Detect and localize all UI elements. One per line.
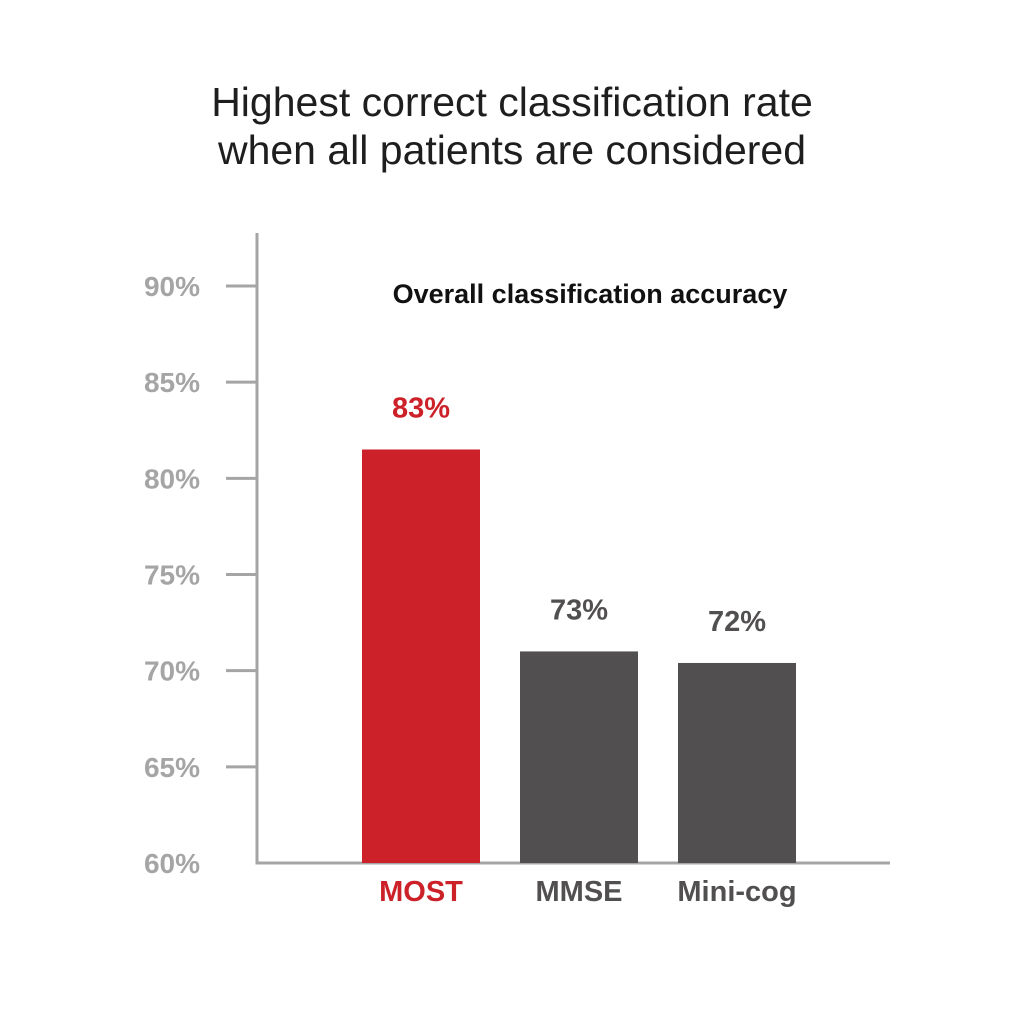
y-tick-label: 85% xyxy=(144,367,200,398)
y-tick-label: 70% xyxy=(144,656,200,687)
y-tick-label: 75% xyxy=(144,560,200,591)
y-tick-label: 80% xyxy=(144,463,200,494)
value-labels: 83% 73% 72% xyxy=(392,392,766,637)
value-label-mmse: 73% xyxy=(550,594,608,626)
chart-title: Highest correct classification rate when… xyxy=(0,78,1024,174)
bars xyxy=(362,449,796,863)
y-tick-label: 60% xyxy=(144,848,200,879)
chart-title-line-2: when all patients are considered xyxy=(217,127,807,173)
category-label-mmse: MMSE xyxy=(536,876,623,908)
category-label-mini-cog: Mini-cog xyxy=(677,876,796,908)
bar-most xyxy=(362,449,480,863)
chart-title-line-1: Highest correct classification rate xyxy=(211,79,813,125)
bar-mmse xyxy=(520,651,638,863)
category-label-most: MOST xyxy=(379,876,463,908)
bar-mini-cog xyxy=(678,662,796,863)
category-labels: MOST MMSE Mini-cog xyxy=(379,876,796,908)
chart-subtitle: Overall classification accuracy xyxy=(393,279,788,309)
value-label-mini-cog: 72% xyxy=(708,606,766,638)
value-label-most: 83% xyxy=(392,392,450,424)
y-tick-label: 65% xyxy=(144,752,200,783)
y-axis: 60% 65% 70% 75% 80% 85% 90% xyxy=(144,233,259,879)
y-tick-label: 90% xyxy=(144,271,200,302)
